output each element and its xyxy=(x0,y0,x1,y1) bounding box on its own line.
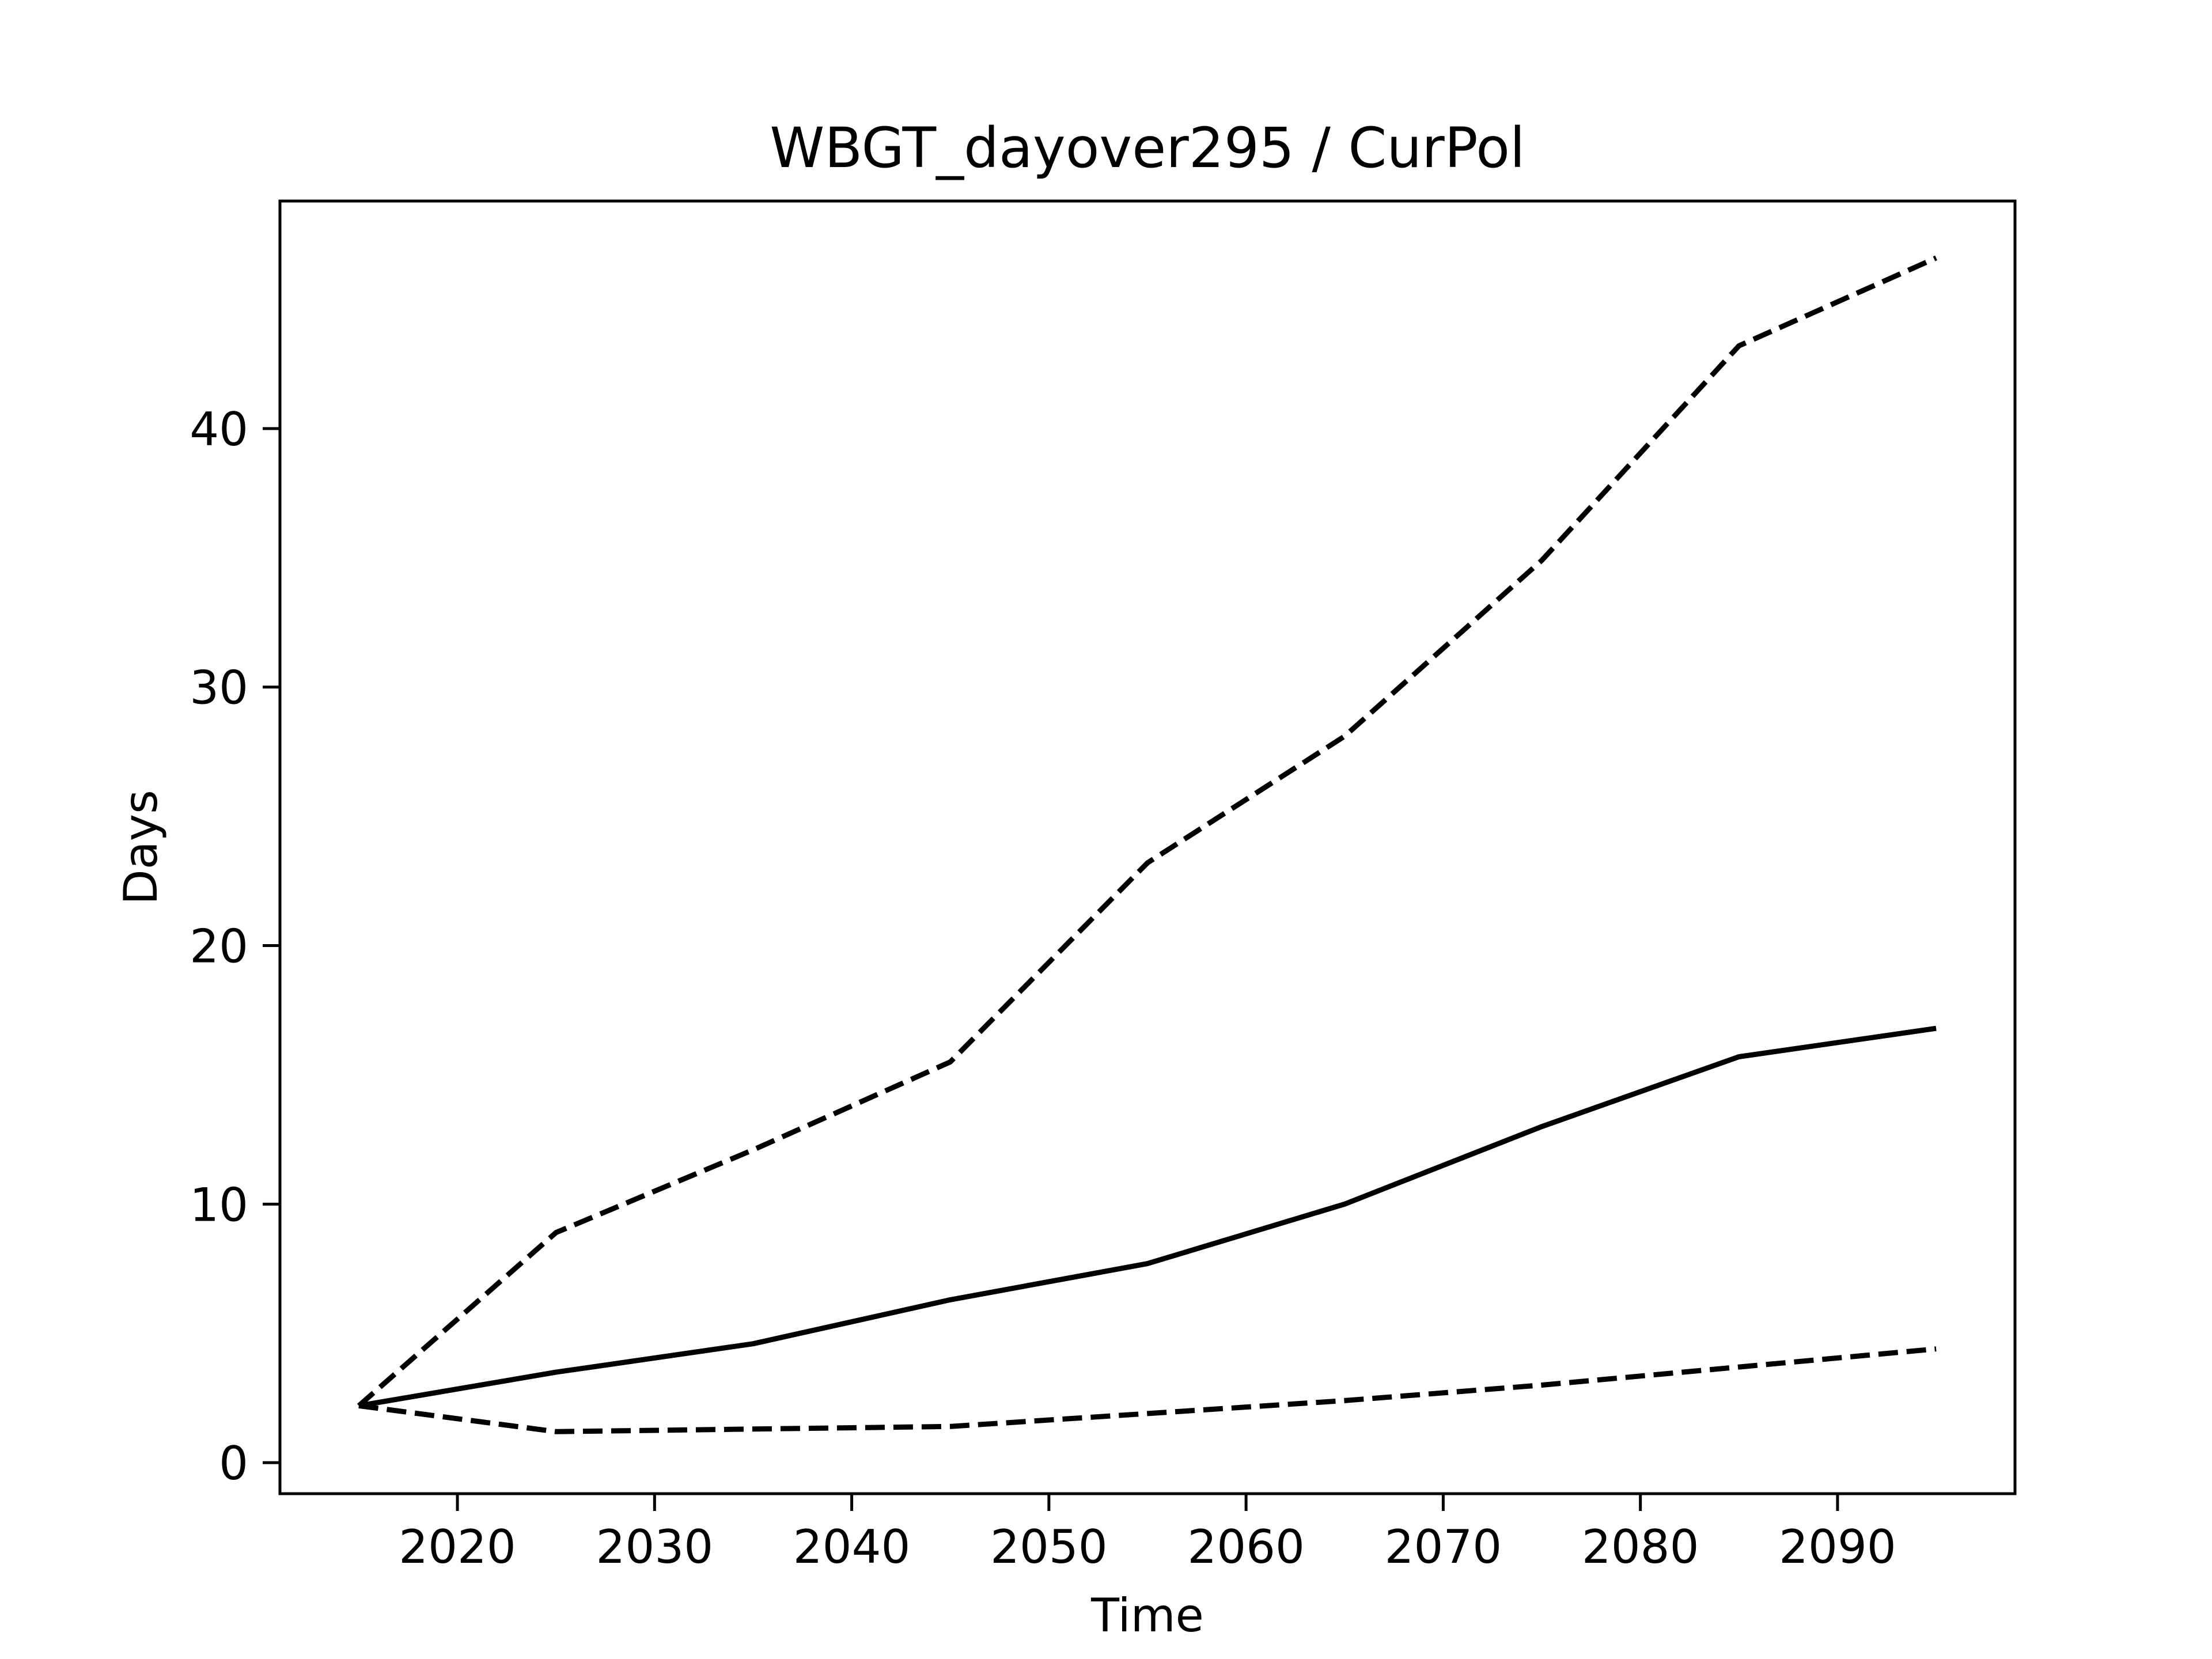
x-axis: 2020 2030 2040 2050 2060 2070 2080 2090 xyxy=(399,1494,1896,1574)
x-tick-label: 2060 xyxy=(1187,1520,1305,1574)
x-tick-label: 2030 xyxy=(596,1520,714,1574)
x-tick-label: 2080 xyxy=(1582,1520,1699,1574)
x-tick-label: 2040 xyxy=(793,1520,911,1574)
y-tick-label: 40 xyxy=(190,403,248,456)
y-axis-title: Days xyxy=(114,790,168,905)
x-tick-label: 2020 xyxy=(399,1520,516,1574)
y-axis: 0 10 20 30 40 xyxy=(190,403,280,1490)
x-tick-label: 2090 xyxy=(1779,1520,1896,1574)
series-line-2 xyxy=(358,1346,1937,1434)
x-tick-label: 2050 xyxy=(990,1520,1108,1574)
y-tick-label: 30 xyxy=(190,661,248,715)
series-layer xyxy=(357,255,1937,1434)
y-tick-label: 0 xyxy=(219,1437,248,1490)
series-line-0 xyxy=(357,255,1937,1408)
x-tick-label: 2070 xyxy=(1385,1520,1502,1574)
chart-title: WBGT_dayover295 / CurPol xyxy=(770,116,1525,180)
series-line-1 xyxy=(358,1025,1937,1408)
plot-frame xyxy=(278,199,2017,1495)
y-tick-label: 10 xyxy=(190,1178,248,1232)
x-axis-title: Time xyxy=(1090,1589,1204,1642)
y-tick-label: 20 xyxy=(190,920,248,974)
